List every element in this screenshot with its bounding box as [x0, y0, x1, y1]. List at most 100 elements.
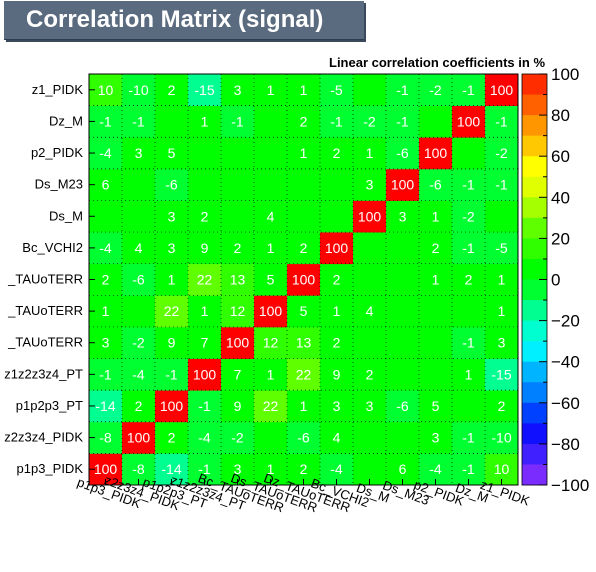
cell-value-label: -2 — [462, 208, 475, 224]
heatmap-cell — [287, 168, 321, 201]
colorbar-tick-label: −60 — [551, 394, 580, 413]
heatmap-cell — [287, 105, 321, 138]
cell-value-label: 9 — [234, 398, 242, 414]
heatmap-cell — [254, 137, 288, 170]
colorbar-tick-label: 60 — [551, 147, 570, 166]
heatmap-cell — [485, 390, 519, 423]
heatmap-cell — [221, 295, 255, 328]
cell-value-label: -2 — [231, 430, 244, 446]
heatmap-cell — [287, 358, 321, 391]
cell-value-label: 1 — [102, 303, 110, 319]
colorbar-segment — [522, 341, 547, 363]
cell-value-label: -1 — [132, 113, 145, 129]
heatmap-cell — [320, 358, 354, 391]
colorbar-tick-label: −40 — [551, 353, 580, 372]
cell-value-label: 1 — [201, 303, 209, 319]
cell-value-label: 4 — [333, 430, 341, 446]
heatmap-cell — [287, 295, 321, 328]
cell-value-label: -8 — [132, 461, 145, 477]
cell-value-label: 1 — [267, 366, 275, 382]
cell-value-label: -1 — [462, 177, 475, 193]
heatmap-cell — [155, 137, 189, 170]
heatmap-cell — [221, 137, 255, 170]
heatmap-cell — [485, 168, 519, 201]
cell-value-label: -4 — [99, 145, 112, 161]
heatmap-cell — [188, 168, 222, 201]
heatmap-cell — [320, 326, 354, 359]
cell-value-label: 5 — [300, 303, 308, 319]
y-tick-label: _TAUoTERR — [7, 272, 83, 287]
heatmap-cell — [122, 105, 156, 138]
cell-value-label: 1 — [168, 272, 176, 288]
heatmap-cell — [221, 232, 255, 265]
cell-value-label: -8 — [99, 430, 112, 446]
heatmap-cell — [122, 358, 156, 391]
heatmap-cell — [386, 390, 420, 423]
heatmap-cell — [320, 200, 354, 233]
y-tick-label: _TAUoTERR — [7, 335, 83, 350]
colorbar-tick-label: 40 — [551, 188, 570, 207]
heatmap-cell — [452, 390, 486, 423]
cell-value-label: 100 — [358, 208, 382, 224]
heatmap-cell — [452, 74, 486, 107]
heatmap-cell — [188, 74, 222, 107]
heatmap-cell — [419, 232, 453, 265]
heatmap-cell — [221, 74, 255, 107]
heatmap-cell — [386, 326, 420, 359]
heatmap-cell — [155, 295, 189, 328]
cell-value-label: 2 — [366, 366, 374, 382]
cell-value-label: 3 — [234, 461, 242, 477]
colorbar-segment — [522, 382, 547, 404]
colorbar-segment — [522, 94, 547, 116]
heatmap-cell — [353, 168, 387, 201]
cell-value-label: -1 — [396, 82, 409, 98]
heatmap-cell — [419, 358, 453, 391]
cell-value-label: 5 — [168, 145, 176, 161]
heatmap-cell — [254, 390, 288, 423]
heatmap-cell — [452, 421, 486, 454]
heatmap-cell — [386, 74, 420, 107]
heatmap-cell — [452, 295, 486, 328]
cell-value-label: -4 — [198, 430, 211, 446]
heatmap-cell — [287, 326, 321, 359]
cell-value-label: 1 — [465, 366, 473, 382]
heatmap-cell — [386, 105, 420, 138]
heatmap-cell — [419, 326, 453, 359]
y-tick-label: _TAUoTERR — [7, 303, 83, 318]
cell-value-label: 12 — [230, 303, 246, 319]
heatmap-cell — [386, 358, 420, 391]
heatmap-cell — [485, 74, 519, 107]
cell-value-label: 2 — [465, 272, 473, 288]
cell-value-label: 1 — [300, 82, 308, 98]
heatmap-cell — [485, 295, 519, 328]
cell-value-label: 22 — [263, 398, 279, 414]
y-tick-label: z2z3z4_PIDK — [4, 430, 83, 445]
cell-value-label: 100 — [226, 335, 250, 351]
heatmap-cell — [386, 137, 420, 170]
cell-value-label: 2 — [333, 145, 341, 161]
cell-value-label: 5 — [267, 272, 275, 288]
heatmap-cell — [188, 358, 222, 391]
heatmap-cell — [122, 295, 156, 328]
heatmap-cell — [122, 263, 156, 296]
heatmap-cell — [221, 358, 255, 391]
cell-value-label: -14 — [95, 398, 115, 414]
cell-value-label: 2 — [168, 82, 176, 98]
cell-value-label: 10 — [98, 82, 114, 98]
heatmap-cell — [353, 390, 387, 423]
heatmap-cell — [221, 105, 255, 138]
cell-value-label: -1 — [165, 366, 178, 382]
heatmap-cell — [353, 137, 387, 170]
heatmap-cell — [320, 232, 354, 265]
heatmap-cell — [353, 263, 387, 296]
heatmap-cell — [254, 105, 288, 138]
heatmap-cell — [254, 295, 288, 328]
cell-value-label: 100 — [424, 145, 448, 161]
heatmap-cell — [353, 232, 387, 265]
heatmap-cell — [188, 295, 222, 328]
cell-value-label: -1 — [462, 240, 475, 256]
heatmap-cell — [485, 421, 519, 454]
cell-value-label: -1 — [99, 366, 112, 382]
y-tick-label: z1z2z3z4_PT — [4, 366, 83, 381]
